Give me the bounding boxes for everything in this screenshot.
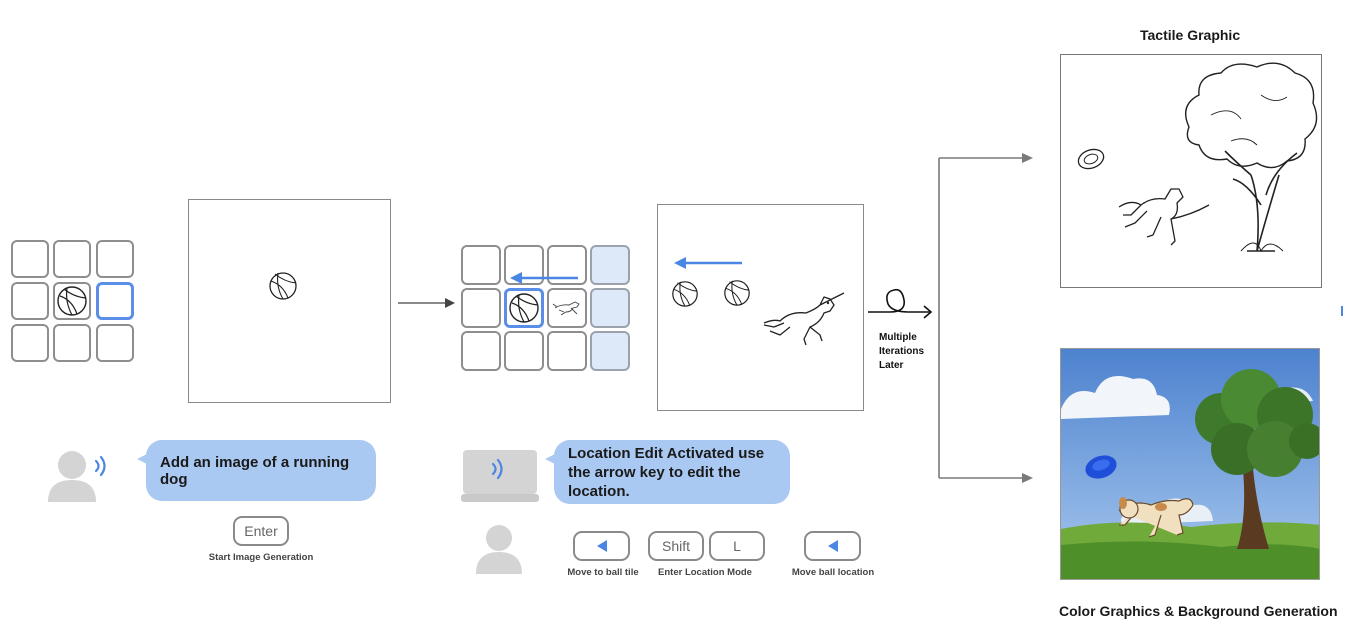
grid-tile-ball-selected[interactable]	[504, 288, 544, 328]
left-arrow-key[interactable]	[804, 531, 861, 561]
grid-tile[interactable]	[96, 324, 134, 362]
bubble-text: Location Edit Activated use the arrow ke…	[568, 444, 765, 500]
canvas-step1	[188, 199, 391, 403]
grid-tile[interactable]	[11, 282, 49, 320]
edge-marker	[1341, 306, 1343, 316]
grid-tile-ball[interactable]	[53, 282, 91, 320]
grid-tile[interactable]	[53, 240, 91, 278]
iterations-line: Later	[879, 360, 904, 371]
shift-key-label: Shift	[661, 538, 690, 554]
beach-ball-icon	[269, 272, 297, 300]
left-arrow-icon	[596, 540, 607, 552]
enter-key-caption: Start Image Generation	[208, 552, 314, 563]
grid-tile[interactable]	[461, 245, 501, 285]
grid-tile-highlighted[interactable]	[590, 245, 630, 285]
left-arrow-key-caption: Move to ball tile	[567, 567, 639, 578]
enter-key-label: Enter	[244, 523, 278, 539]
speech-bubble-step2: Location Edit Activated use the arrow ke…	[545, 440, 790, 504]
grid-tile[interactable]	[11, 240, 49, 278]
beach-ball-icon	[57, 286, 87, 316]
loop-arrow-icon	[868, 288, 933, 319]
move-ball-caption: Move ball location	[791, 567, 875, 578]
grid-tile[interactable]	[53, 324, 91, 362]
l-key[interactable]: L	[709, 531, 765, 561]
l-key-label: L	[733, 538, 741, 554]
tactile-graphic-title: Tactile Graphic	[1140, 27, 1241, 43]
beach-ball-icon	[509, 293, 539, 323]
shift-key[interactable]: Shift	[648, 531, 704, 561]
tactile-scene-drawing	[1077, 62, 1318, 253]
location-mode-caption: Enter Location Mode	[658, 567, 752, 578]
branch-connector	[938, 153, 1033, 483]
computer-speaking-icon	[461, 450, 539, 502]
color-scene-drawing	[1061, 349, 1319, 579]
user-speaking-icon	[48, 451, 106, 502]
tactile-graphic-image	[1060, 54, 1322, 288]
color-graphic-image	[1060, 348, 1320, 580]
grid-tile[interactable]	[547, 331, 587, 371]
canvas-step2	[657, 204, 864, 411]
grid-tile[interactable]	[461, 331, 501, 371]
grid-tile-highlighted[interactable]	[590, 288, 630, 328]
color-graphic-title: Color Graphics & Background Generation	[1059, 603, 1338, 619]
speech-bubble-step1: Add an image of a running dog	[137, 440, 376, 501]
running-dog-icon	[552, 301, 580, 316]
user-icon	[476, 525, 522, 574]
grid-tile[interactable]	[11, 324, 49, 362]
running-dog-drawing	[763, 292, 845, 346]
grid-tile-dog[interactable]	[547, 288, 587, 328]
bubble-text: Add an image of a running dog	[160, 453, 350, 488]
iterations-line: Iterations	[879, 346, 925, 357]
enter-key[interactable]: Enter	[233, 516, 289, 546]
move-left-arrow	[510, 272, 578, 284]
iterations-line: Multiple	[879, 332, 917, 343]
iterations-label: Multiple Iterations Later	[879, 331, 924, 373]
grid-tile[interactable]	[461, 288, 501, 328]
beach-ball-icon	[724, 280, 750, 306]
grid-tile[interactable]	[96, 240, 134, 278]
left-arrow-icon	[827, 540, 838, 552]
beach-ball-icon	[672, 281, 698, 307]
grid-tile[interactable]	[504, 331, 544, 371]
grid-tile-highlighted[interactable]	[590, 331, 630, 371]
left-arrow-key[interactable]	[573, 531, 630, 561]
flow-arrow	[398, 298, 455, 308]
grid-tile-selected[interactable]	[96, 282, 134, 320]
move-left-arrow	[674, 257, 742, 269]
